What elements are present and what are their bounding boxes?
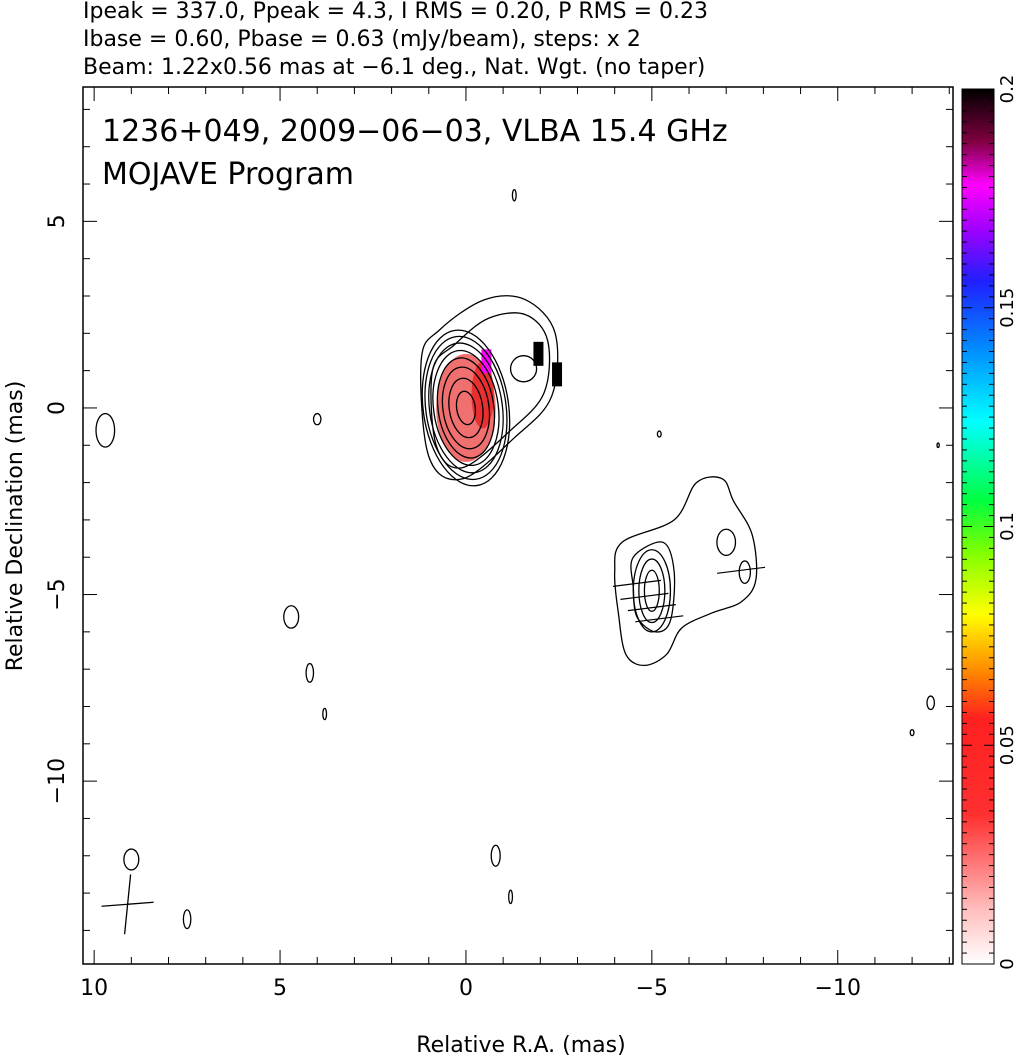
core-polarization-edge — [471, 361, 494, 429]
core-contour — [424, 335, 508, 481]
polarization-vector — [627, 604, 676, 612]
noise-contour — [716, 528, 737, 557]
plot-title-line-2: MOJAVE Program — [102, 157, 354, 192]
y-tick-label: 0 — [45, 401, 70, 415]
colorbar-tick-label: 0.2 — [997, 75, 1018, 104]
x-tick-label: −10 — [815, 976, 861, 1001]
noise-contour — [508, 889, 514, 905]
x-tick-label: −5 — [636, 976, 668, 1001]
polarization-vector — [717, 566, 766, 574]
core-contour — [455, 390, 477, 426]
noise-contour — [283, 605, 300, 629]
noise-contour — [656, 430, 662, 438]
colorbar-tick-label: 0 — [997, 958, 1018, 969]
contour-line — [613, 476, 758, 667]
x-tick-label: 0 — [459, 976, 473, 1001]
core-contour — [432, 349, 500, 467]
noise-contour — [123, 848, 140, 871]
noise-contour — [909, 728, 915, 737]
map-layer — [95, 188, 940, 935]
jet-knot-contour — [509, 355, 538, 383]
y-tick-label: −5 — [45, 578, 70, 610]
core-contour — [436, 357, 496, 459]
y-tick-label: 5 — [45, 214, 70, 228]
x-axis-label: Relative R.A. (mas) — [416, 1033, 625, 1058]
noise-contour — [936, 442, 940, 449]
polarization-vector — [635, 615, 684, 623]
jet-knot-contour — [632, 549, 672, 633]
plot-title-line-1: 1236+049, 2009−06−03, VLBA 15.4 GHz — [102, 114, 728, 149]
colorbar-ticks: 0 0.05 0.1 0.15 0.2 — [962, 75, 1018, 970]
x-tick-label: 5 — [273, 976, 287, 1001]
noise-contour — [511, 188, 517, 202]
axis-ticks — [83, 87, 953, 964]
core-contour — [448, 377, 484, 439]
core-contour — [421, 329, 511, 487]
noise-contour — [305, 662, 315, 683]
x-tick-label: 10 — [80, 976, 108, 1001]
plot-frame — [82, 86, 954, 965]
colorbar-tick-label: 0.1 — [997, 512, 1018, 541]
noise-contour — [312, 412, 322, 426]
contour-line — [420, 295, 559, 481]
noise-contour — [322, 707, 328, 721]
noise-contour — [926, 695, 936, 711]
noise-contour — [738, 560, 752, 584]
colorbar-tick-label: 0.15 — [997, 288, 1018, 328]
colorbar-tick-label: 0.05 — [997, 725, 1018, 765]
polarization-vector — [612, 579, 662, 587]
beam-minor-axis — [101, 901, 154, 907]
y-axis-label: Relative Declination (mas) — [3, 381, 28, 672]
noise-contour — [182, 909, 192, 930]
polarization-patch — [533, 341, 544, 366]
core-contour — [441, 366, 491, 450]
noise-contour — [95, 412, 116, 448]
y-tick-label: −10 — [45, 758, 70, 804]
polarization-vector — [620, 592, 669, 601]
header-line-3: Beam: 1.22x0.56 mas at −6.1 deg., Nat. W… — [83, 55, 705, 80]
jet-knot-contour — [638, 558, 666, 624]
header-line-2: Ibase = 0.60, Pbase = 0.63 (mJy/beam), s… — [83, 27, 641, 52]
noise-contour — [490, 844, 501, 867]
core-contour — [428, 342, 504, 474]
jet-knot-contour — [643, 569, 660, 612]
axis-tick-labels: 10 5 0 −5 −10 5 0 −5 −10 — [45, 214, 861, 1001]
header-line-1: Ipeak = 337.0, Ppeak = 4.3, I RMS = 0.20… — [83, 0, 708, 24]
